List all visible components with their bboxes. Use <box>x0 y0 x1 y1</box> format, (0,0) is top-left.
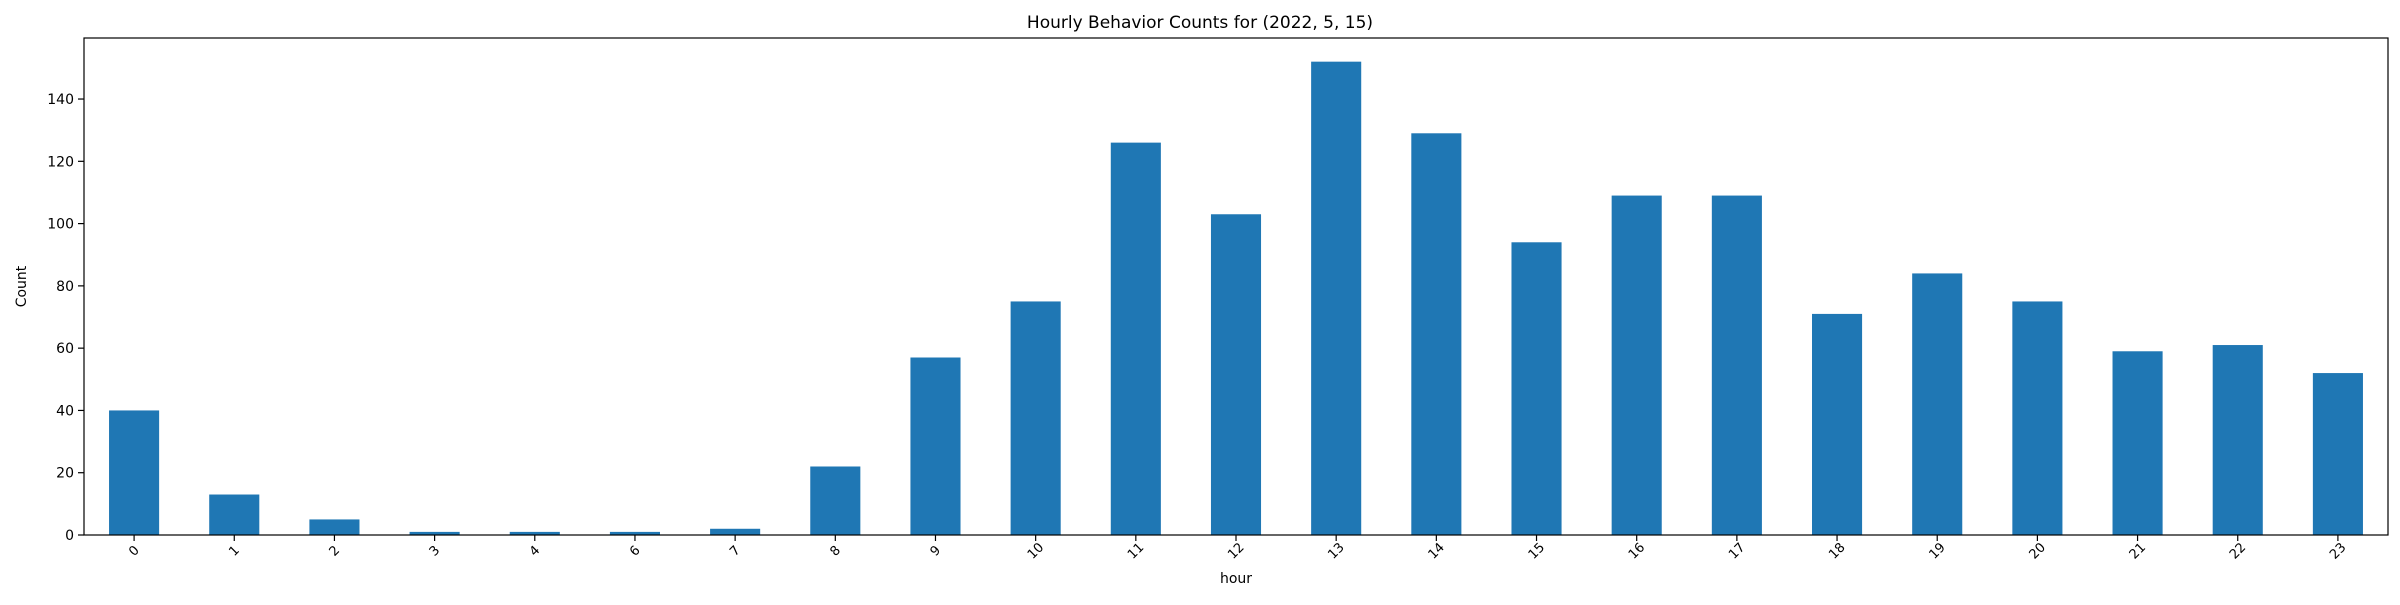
y-tick-label: 80 <box>56 279 74 295</box>
y-tick-label: 120 <box>47 154 74 170</box>
bar-hour-23 <box>2312 373 2363 535</box>
y-tick-label: 60 <box>56 341 74 357</box>
y-tick-label: 20 <box>56 466 74 482</box>
y-tick-label: 100 <box>47 217 74 233</box>
bar-hour-7 <box>710 528 761 535</box>
bars-layer <box>109 61 2363 536</box>
bar-hour-6 <box>609 531 660 535</box>
bar-hour-4 <box>509 531 560 535</box>
y-tick-label: 40 <box>56 403 74 419</box>
bar-hour-8 <box>810 466 861 535</box>
y-tick-label: 0 <box>65 528 74 544</box>
bar-hour-18 <box>1812 313 1863 535</box>
bar-hour-0 <box>109 410 160 535</box>
bar-hour-15 <box>1511 242 1562 535</box>
bar-hour-12 <box>1210 214 1262 535</box>
bar-hour-10 <box>1010 301 1061 535</box>
bar-hour-19 <box>1912 273 1963 535</box>
y-tick-label: 140 <box>47 92 74 108</box>
y-axis: 0 20 40 60 80 100 120 140 <box>47 92 84 544</box>
bar-hour-21 <box>2112 351 2163 535</box>
bar-hour-14 <box>1411 133 1462 535</box>
bar-hour-22 <box>2212 345 2263 535</box>
bar-hour-16 <box>1611 195 1662 535</box>
bar-hour-2 <box>309 519 360 535</box>
bar-hour-3 <box>409 531 460 535</box>
plot-frame <box>83 37 2389 536</box>
y-axis-label: Count <box>14 265 30 307</box>
bar-hour-1 <box>209 494 260 535</box>
bar-hour-9 <box>910 357 961 535</box>
chart-title: Hourly Behavior Counts for (2022, 5, 15) <box>1027 13 1373 33</box>
bar-hour-17 <box>1711 195 1762 535</box>
bar-hour-13 <box>1311 61 1362 536</box>
x-axis-label: hour <box>1220 571 1252 587</box>
bar-hour-11 <box>1110 142 1161 535</box>
bar-hour-20 <box>2012 301 2063 535</box>
